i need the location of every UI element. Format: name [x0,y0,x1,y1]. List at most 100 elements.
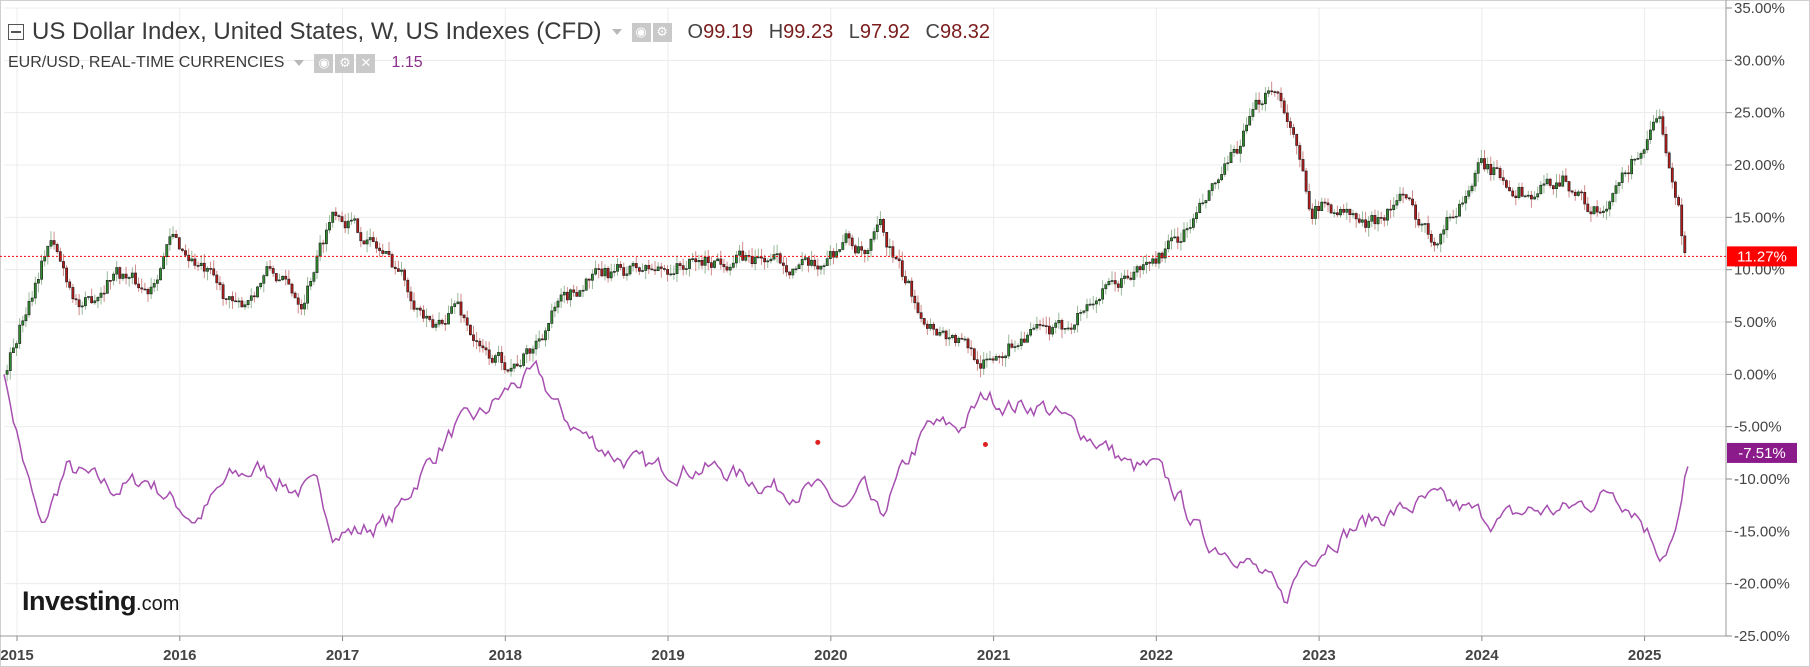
candle-body [1376,217,1380,225]
compare-series-value: 1.15 [391,54,423,71]
candle-body [262,275,266,284]
candle-body [1558,182,1562,187]
candle-body [1483,158,1486,170]
candle-body [916,302,920,313]
candle-body [1386,208,1389,221]
candle-body [1217,179,1220,184]
candle-body [844,233,848,243]
candle-body [190,258,194,262]
candle-body [71,287,75,300]
candle-body [597,268,601,270]
y-tick-label: 5.00% [1734,314,1777,331]
candle-body [1295,134,1299,146]
candle-body [1016,345,1020,347]
candle-body [384,251,388,254]
candle-body [162,256,166,269]
candle-body [569,289,572,301]
candle-body [656,266,660,271]
candle-body [1486,164,1490,170]
candle-body [99,292,103,298]
compare-series-dropdown-icon[interactable] [294,60,305,66]
settings-gear-icon[interactable]: ⚙ [652,22,672,42]
candle-body [669,273,673,276]
main-series-dropdown-icon[interactable] [611,29,622,35]
candle-body [966,338,970,349]
candle-body [1076,312,1080,326]
candle-body [453,303,457,308]
candle-body [1098,298,1101,302]
candle-body [1107,281,1111,285]
candle-body [312,272,316,282]
candle-body [8,352,12,371]
candle-body [684,268,688,270]
candle-body [1188,227,1192,229]
candle-body [894,256,898,260]
candle-body [1154,258,1158,264]
open-key: O [687,20,704,43]
main-series-title[interactable]: US Dollar Index, United States, W, US In… [32,18,602,45]
candle-body [612,270,616,273]
candle-body [1022,338,1026,343]
candle-body [256,286,259,298]
candle-body [1326,202,1330,206]
collapse-legend-icon[interactable] [8,24,24,40]
candle-body [343,221,347,229]
candle-body [991,358,995,361]
candle-body [1583,192,1587,205]
remove-compare-close-icon[interactable]: ✕ [356,53,376,73]
x-tick-label: 2020 [814,647,847,664]
candle-body [46,245,50,257]
candle-body [447,313,450,325]
candle-body [897,258,901,261]
candle-body [12,347,15,353]
candle-body [1395,200,1399,206]
candle-body [1260,103,1264,106]
candle-body [349,219,353,222]
candle-body [1242,130,1245,147]
candle-body [152,283,156,288]
compare-settings-gear-icon[interactable]: ⚙ [335,53,355,73]
compare-series-title[interactable]: EUR/USD, REAL-TIME CURRENCIES [8,54,285,71]
candle-body [1204,200,1208,204]
candle-body [1141,264,1145,271]
candle-body [594,268,598,275]
candle-body [277,279,281,282]
candle-body [309,280,313,287]
visibility-eye-icon[interactable]: ◉ [631,22,651,42]
candle-body [785,265,788,273]
candle-body [825,258,829,266]
candle-body [196,265,200,267]
candle-body [1289,121,1292,128]
candle-body [1448,216,1452,219]
candle-body [1423,223,1427,225]
candle-body [1035,324,1039,329]
candle-body [21,320,25,326]
candle-body [528,348,532,354]
candle-body [578,290,582,297]
candle-body [675,263,679,274]
candle-body [644,265,648,271]
candle-body [90,296,94,304]
candle-body [1429,234,1433,243]
candle-body [362,240,366,245]
candle-body [1239,145,1242,154]
candle-body [1323,201,1327,204]
candle-body [929,323,932,329]
candle-body [631,263,635,267]
candle-body [1439,233,1443,245]
candle-body [409,291,413,302]
candle-body [353,218,357,221]
main-last-value-badge-bg [1727,246,1797,267]
candle-body [375,241,378,249]
candle-body [268,266,272,269]
candle-body [1633,158,1637,161]
candle-body [1151,258,1155,264]
compare-visibility-eye-icon[interactable]: ◉ [314,53,334,73]
y-tick-label: 30.00% [1734,52,1785,69]
candle-body [1495,167,1499,169]
candle-body [1254,99,1258,110]
candle-body [882,219,885,233]
candle-body [368,237,372,241]
candle-body [1314,206,1317,219]
